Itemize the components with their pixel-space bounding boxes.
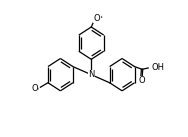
- Text: N: N: [88, 70, 94, 79]
- Text: OH: OH: [151, 63, 164, 72]
- Text: O: O: [138, 76, 145, 85]
- Text: O: O: [94, 14, 100, 23]
- Text: O: O: [31, 84, 38, 93]
